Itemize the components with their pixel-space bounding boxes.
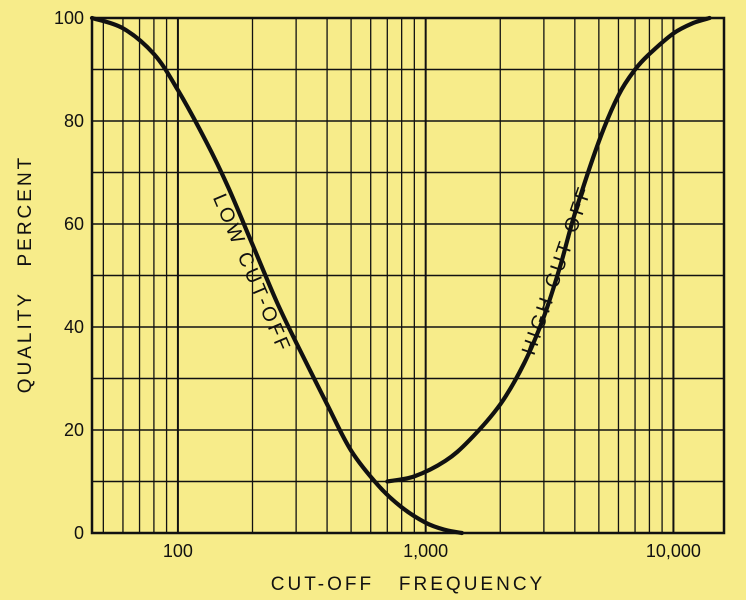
low-cutoff-curve	[89, 15, 464, 536]
high-cutoff-series-label: HIGH CUT-OFF	[518, 182, 597, 358]
y-tick-label: 60	[64, 214, 84, 234]
grid	[92, 18, 724, 533]
x-tick-label: 10,000	[646, 541, 701, 561]
x-tick-label: 100	[163, 541, 193, 561]
plot-frame	[90, 16, 726, 535]
tick-labels: 0 20 40 60 80 100 100 1,000 10,000	[54, 8, 701, 561]
y-tick-label: 0	[74, 523, 84, 543]
high-cutoff-curve	[385, 15, 712, 484]
y-tick-label: 100	[54, 8, 84, 28]
low-cutoff-series-label: LOW CUT-OFF	[208, 191, 295, 357]
y-axis-title: QUALITY PERCENT	[15, 155, 36, 394]
x-axis-title: CUT-OFF FREQUENCY	[271, 574, 545, 595]
y-tick-label: 20	[64, 420, 84, 440]
x-tick-label: 1,000	[403, 541, 448, 561]
y-tick-label: 40	[64, 317, 84, 337]
series-group	[89, 15, 712, 536]
y-tick-label: 80	[64, 111, 84, 131]
